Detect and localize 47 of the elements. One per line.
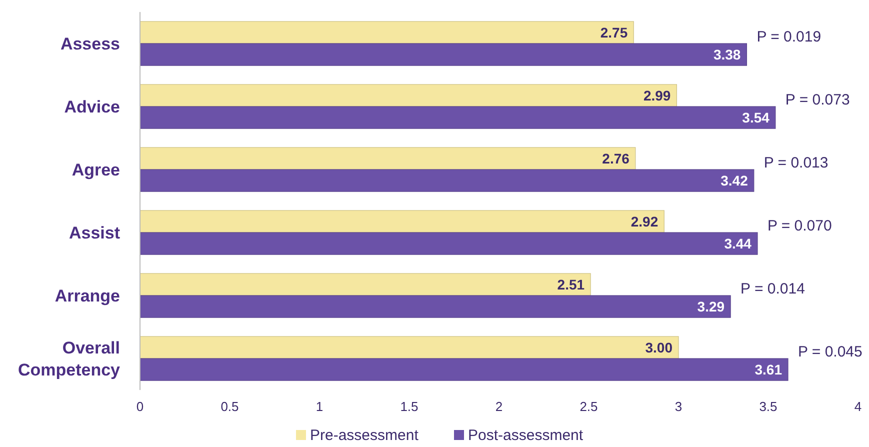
x-tick-label: 0 <box>136 399 144 414</box>
annotation: P = 0.045 <box>798 344 862 360</box>
bar <box>140 358 788 381</box>
x-tick-label: 4 <box>854 399 862 414</box>
bar <box>140 336 679 359</box>
text: 2.99 <box>643 87 671 104</box>
text: 2.92 <box>630 213 658 230</box>
text: 3.00 <box>645 339 672 356</box>
bar <box>140 106 776 129</box>
text: 2.51 <box>557 276 585 292</box>
x-tick-label: 1 <box>316 399 324 414</box>
y-tick-label: Advice <box>64 97 120 116</box>
text: 3.38 <box>713 46 741 62</box>
legend-label: Pre-assessment <box>310 427 420 444</box>
bar <box>140 295 731 318</box>
bar <box>140 232 758 255</box>
text: 3.42 <box>720 172 748 188</box>
text: 3.44 <box>724 235 752 252</box>
bar <box>140 169 754 192</box>
bar <box>140 84 678 107</box>
text: 3.29 <box>697 298 725 314</box>
bar <box>140 210 664 233</box>
text: 3.61 <box>754 361 782 378</box>
x-tick-label: 2 <box>495 399 503 414</box>
legend-label: Post-assessment <box>468 427 584 444</box>
text: 2.76 <box>602 150 630 166</box>
annotation: P = 0.019 <box>756 28 822 46</box>
x-tick-label: 1.5 <box>400 399 418 414</box>
text: 3.54 <box>742 109 770 126</box>
y-tick-label: Arrange <box>54 286 120 306</box>
annotation: P = 0.014 <box>740 280 805 298</box>
annotation: P = 0.013 <box>764 154 828 172</box>
annotation: P = 0.073 <box>785 92 850 108</box>
y-tick-label: Assess <box>60 34 120 54</box>
text: 2.75 <box>600 24 628 40</box>
x-tick-label: 3.5 <box>759 399 778 414</box>
bar <box>140 273 591 296</box>
y-tick-label: Assist <box>68 223 120 242</box>
x-tick-label: 0.5 <box>220 399 239 414</box>
bar <box>140 21 634 44</box>
y-tick-label: Agree <box>72 160 120 180</box>
bar <box>140 147 636 170</box>
annotation: P = 0.070 <box>767 218 832 234</box>
x-tick-label: 3 <box>674 399 682 414</box>
x-tick-label: 2.5 <box>580 399 598 414</box>
y-tick-label: Overall Competency <box>18 338 121 380</box>
bar <box>140 43 748 66</box>
